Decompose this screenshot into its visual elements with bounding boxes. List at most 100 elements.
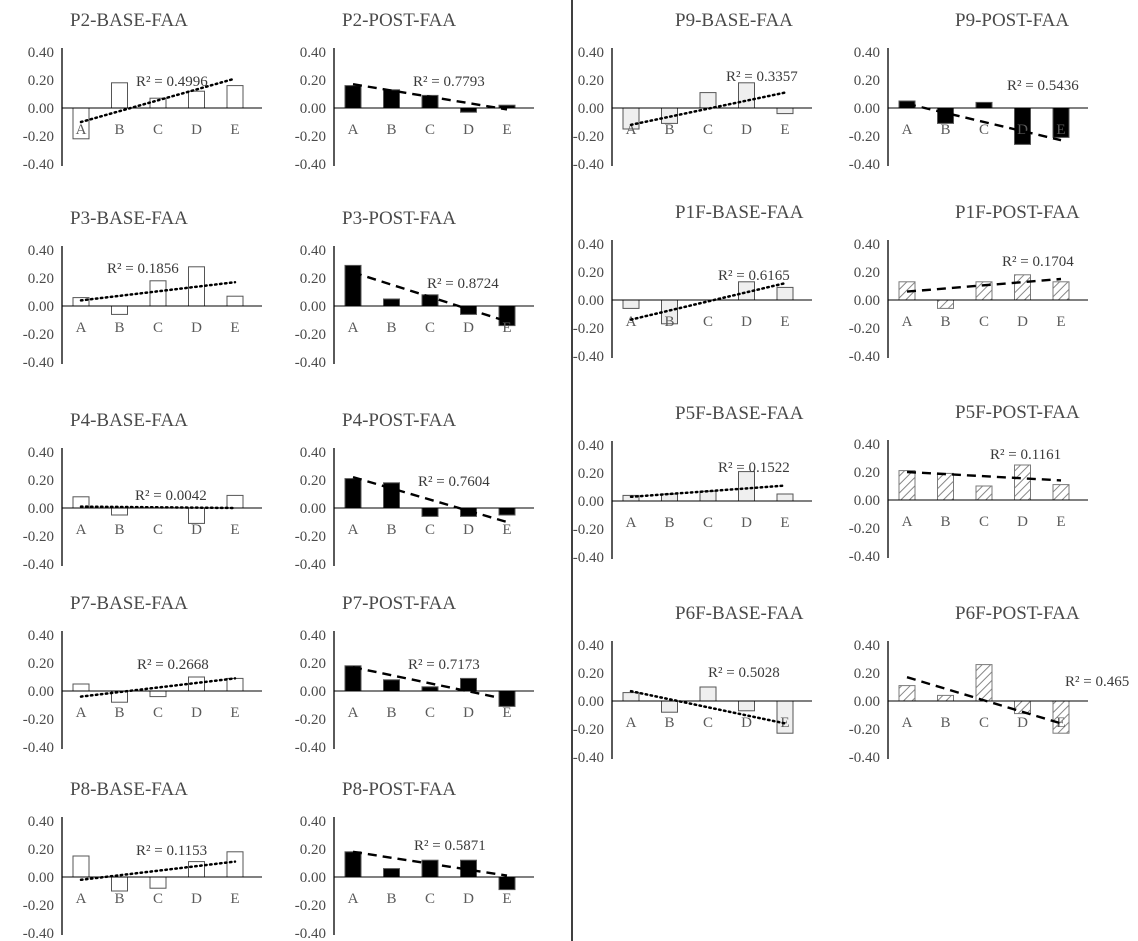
y-tick-label: 0.00: [854, 293, 880, 309]
y-tick-label: -0.20: [23, 712, 54, 728]
bar-a: [72, 855, 90, 878]
r-squared-label: R² = 0.5436: [1007, 78, 1079, 94]
chart-title-p9-base-faa: P9-BASE-FAA: [675, 10, 793, 31]
x-category-label: E: [502, 122, 511, 138]
trendline: [906, 277, 1062, 293]
x-category-label: A: [902, 715, 913, 731]
y-tick-label: 0.40: [578, 45, 604, 61]
chart-panel: P5F-BASE-FAA 0.40 0.20 0.00 -0.20 -0.40 A B C D E R…: [573, 403, 812, 566]
x-category-label: D: [463, 705, 474, 721]
x-category-label: E: [1056, 514, 1065, 530]
trendline: [352, 666, 508, 701]
x-category-label: E: [1056, 715, 1065, 731]
x-category-label: D: [741, 515, 752, 531]
x-category-label: C: [979, 715, 989, 731]
r-squared-label: R² = 0.1522: [718, 460, 790, 476]
chart-title-p7-post-faa: P7-POST-FAA: [342, 593, 456, 614]
y-tick-label: -0.20: [295, 327, 326, 343]
x-category-label: E: [780, 515, 789, 531]
bar-d: [188, 861, 205, 878]
x-category-label: B: [386, 891, 396, 907]
x-category-label: A: [348, 705, 359, 721]
y-tick-label: 0.20: [854, 265, 880, 281]
chart-panel: P8-BASE-FAA 0.40 0.20 0.00 -0.20 -0.40 A B C D E R²…: [23, 779, 262, 941]
x-category-label: D: [191, 522, 202, 538]
y-tick-label: 0.40: [578, 237, 604, 253]
y-tick-label: 0.00: [578, 694, 604, 710]
y-tick-label: 0.00: [578, 293, 604, 309]
chart-title-p3-base-faa: P3-BASE-FAA: [70, 208, 188, 229]
y-tick-label: 0.40: [854, 638, 880, 654]
y-tick-label: 0.20: [28, 473, 54, 489]
trendline: [352, 271, 508, 323]
x-category-label: B: [114, 891, 124, 907]
trendline: [629, 689, 787, 725]
y-tick-label: 0.40: [28, 45, 54, 61]
x-category-label: E: [230, 122, 239, 138]
chart-panel: P9-BASE-FAA 0.40 0.20 0.00 -0.20 -0.40 A B C D E R²…: [573, 10, 812, 173]
x-category-label: E: [230, 705, 239, 721]
trendline: [629, 484, 787, 499]
x-category-label: A: [626, 122, 637, 138]
y-tick-label: 0.40: [854, 45, 880, 61]
x-category-label: B: [114, 522, 124, 538]
r-squared-label: R² = 0.8724: [427, 276, 499, 292]
r-squared-label: R² = 0.1856: [107, 261, 179, 277]
x-category-label: C: [979, 122, 989, 138]
r-squared-label: R² = 0.5871: [414, 838, 486, 854]
x-category-label: D: [191, 122, 202, 138]
x-category-label: A: [626, 715, 637, 731]
bar-d: [738, 700, 755, 712]
trendline: [352, 476, 508, 524]
y-tick-label: 0.20: [578, 265, 604, 281]
trendline: [906, 102, 1062, 142]
x-category-label: E: [502, 705, 511, 721]
chart-panel: P3-BASE-FAA 0.40 0.20 0.00 -0.20 -0.40 A B C D E R²…: [23, 208, 262, 371]
y-tick-label: 0.00: [28, 101, 54, 117]
y-tick-label: -0.20: [573, 722, 604, 738]
chart-title-p4-base-faa: P4-BASE-FAA: [70, 410, 188, 431]
bar-c: [421, 507, 439, 517]
r-squared-label: R² = 0.7173: [408, 657, 480, 673]
y-tick-label: 0.00: [300, 101, 326, 117]
x-category-label: B: [664, 715, 674, 731]
y-tick-label: -0.40: [849, 157, 880, 173]
r-squared-label: R² = 0.3357: [726, 69, 798, 85]
bar-c: [699, 92, 717, 109]
x-category-label: E: [780, 314, 789, 330]
r-squared-label: R² = 0.1161: [990, 447, 1061, 463]
y-tick-label: -0.40: [849, 750, 880, 766]
x-category-label: C: [703, 715, 713, 731]
r-squared-label: R² = 0.1153: [136, 843, 207, 859]
bar-b: [111, 507, 128, 516]
y-tick-label: 0.40: [300, 445, 326, 461]
x-category-label: A: [76, 320, 87, 336]
bar-d: [1014, 464, 1031, 501]
x-category-label: B: [940, 314, 950, 330]
bar-b: [661, 493, 678, 502]
bar-b: [111, 876, 128, 892]
y-tick-label: -0.20: [295, 898, 326, 914]
bar-a: [898, 685, 916, 702]
x-category-label: C: [153, 705, 163, 721]
y-tick-label: -0.40: [573, 157, 604, 173]
trendline: [352, 850, 508, 877]
x-category-label: D: [741, 122, 752, 138]
x-category-label: D: [463, 122, 474, 138]
x-category-label: B: [940, 514, 950, 530]
bar-c: [149, 690, 167, 698]
trendline: [629, 281, 787, 321]
x-category-label: E: [1056, 122, 1065, 138]
bar-b: [937, 299, 954, 309]
x-category-label: A: [626, 314, 637, 330]
bar-c: [699, 686, 717, 702]
y-tick-label: -0.20: [849, 321, 880, 337]
x-category-label: B: [386, 122, 396, 138]
y-tick-label: 0.00: [28, 870, 54, 886]
y-tick-label: 0.40: [854, 237, 880, 253]
chart-panel: P9-POST-FAA 0.40 0.20 0.00 -0.20 -0.40 A B C D E R²…: [849, 10, 1088, 173]
x-category-label: A: [76, 522, 87, 538]
x-category-label: C: [425, 320, 435, 336]
r-squared-label: R² = 0.0042: [135, 488, 207, 504]
r-squared-label: R² = 0.1704: [1002, 254, 1074, 270]
